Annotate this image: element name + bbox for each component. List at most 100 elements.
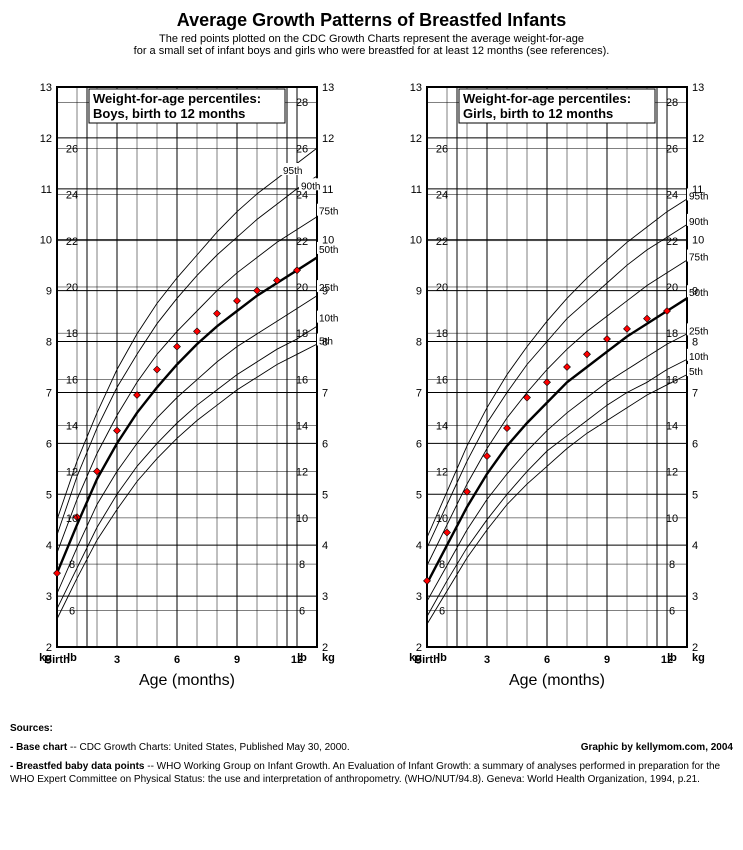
svg-text:95th: 95th [283, 166, 302, 177]
svg-text:4: 4 [45, 540, 51, 552]
svg-text:Age (months): Age (months) [138, 672, 234, 689]
svg-text:24: 24 [665, 190, 677, 202]
svg-text:6: 6 [438, 605, 444, 617]
svg-text:3: 3 [113, 654, 119, 666]
svg-text:3: 3 [483, 654, 489, 666]
svg-text:10: 10 [409, 235, 421, 247]
svg-text:5th: 5th [689, 367, 703, 378]
svg-text:13: 13 [39, 82, 51, 94]
svg-text:24: 24 [435, 190, 447, 202]
svg-text:16: 16 [665, 374, 677, 386]
svg-text:24: 24 [65, 190, 77, 202]
page-title: Average Growth Patterns of Breastfed Inf… [10, 10, 733, 31]
svg-text:10th: 10th [689, 352, 708, 363]
svg-text:8: 8 [415, 337, 421, 349]
base-chart-text: -- CDC Growth Charts: United States, Pub… [67, 742, 349, 753]
svg-text:kg: kg [692, 652, 705, 664]
svg-text:90th: 90th [689, 217, 708, 228]
svg-text:22: 22 [295, 236, 307, 248]
svg-text:13: 13 [409, 82, 421, 94]
svg-text:6: 6 [173, 654, 179, 666]
graphic-by: Graphic by kellymom.com, 2004 [581, 741, 733, 754]
svg-text:4: 4 [322, 540, 328, 552]
svg-text:5: 5 [692, 489, 698, 501]
svg-text:22: 22 [435, 236, 447, 248]
svg-text:18: 18 [65, 328, 77, 340]
svg-text:3: 3 [415, 591, 421, 603]
svg-text:16: 16 [435, 374, 447, 386]
page-subtitle: The red points plotted on the CDC Growth… [10, 33, 733, 57]
svg-text:12: 12 [660, 654, 672, 666]
svg-text:20: 20 [295, 282, 307, 294]
chart-girls: 5th10th25th50th75th90th95thWeight-for-ag… [382, 67, 732, 712]
svg-text:11: 11 [322, 184, 333, 196]
subtitle-line1: The red points plotted on the CDC Growth… [159, 33, 584, 45]
svg-text:6: 6 [668, 605, 674, 617]
svg-text:6: 6 [692, 438, 698, 450]
svg-text:28: 28 [665, 97, 677, 109]
svg-text:6: 6 [415, 438, 421, 450]
svg-text:6: 6 [68, 605, 74, 617]
sources-heading: Sources: [10, 722, 733, 735]
svg-text:8: 8 [45, 337, 51, 349]
svg-text:7: 7 [692, 387, 698, 399]
svg-text:7: 7 [45, 387, 51, 399]
svg-text:13: 13 [692, 82, 704, 94]
svg-text:9: 9 [45, 286, 51, 298]
svg-text:22: 22 [665, 236, 677, 248]
svg-text:8: 8 [692, 337, 698, 349]
svg-text:10: 10 [665, 513, 677, 525]
svg-text:10th: 10th [319, 314, 338, 325]
svg-text:26: 26 [665, 143, 677, 155]
svg-text:22: 22 [65, 236, 77, 248]
svg-text:Age (months): Age (months) [508, 672, 604, 689]
svg-text:9: 9 [415, 286, 421, 298]
svg-text:6: 6 [45, 438, 51, 450]
svg-text:6: 6 [298, 605, 304, 617]
svg-text:12: 12 [322, 133, 334, 145]
svg-text:10: 10 [435, 513, 447, 525]
svg-text:20: 20 [665, 282, 677, 294]
svg-text:Girls, birth to 12 months: Girls, birth to 12 months [463, 106, 613, 121]
svg-text:3: 3 [322, 591, 328, 603]
svg-text:10: 10 [65, 513, 77, 525]
svg-text:12: 12 [65, 467, 77, 479]
svg-text:18: 18 [665, 328, 677, 340]
svg-text:8: 8 [322, 337, 328, 349]
svg-text:7: 7 [415, 387, 421, 399]
svg-text:9: 9 [692, 286, 698, 298]
svg-text:5: 5 [322, 489, 328, 501]
svg-text:11: 11 [410, 184, 421, 196]
svg-text:12: 12 [409, 133, 421, 145]
svg-text:12: 12 [39, 133, 51, 145]
base-chart-label: - Base chart [10, 742, 67, 753]
svg-text:75th: 75th [689, 253, 708, 264]
svg-text:10: 10 [692, 235, 704, 247]
svg-text:12: 12 [290, 654, 302, 666]
svg-text:8: 8 [438, 559, 444, 571]
svg-text:Birth: Birth [44, 654, 70, 666]
svg-text:18: 18 [295, 328, 307, 340]
svg-text:5: 5 [45, 489, 51, 501]
svg-text:11: 11 [692, 184, 703, 196]
svg-text:16: 16 [295, 374, 307, 386]
chart-boys: 5th10th25th50th75th90th95thWeight-for-ag… [12, 67, 362, 712]
sources-block: Sources: Graphic by kellymom.com, 2004 -… [10, 722, 733, 786]
svg-text:3: 3 [45, 591, 51, 603]
svg-text:12: 12 [692, 133, 704, 145]
svg-text:20: 20 [65, 282, 77, 294]
svg-text:Boys, birth to 12 months: Boys, birth to 12 months [93, 106, 245, 121]
svg-text:4: 4 [692, 540, 698, 552]
svg-text:8: 8 [298, 559, 304, 571]
svg-text:75th: 75th [319, 207, 338, 218]
svg-text:kg: kg [322, 652, 335, 664]
svg-text:14: 14 [65, 421, 77, 433]
svg-text:12: 12 [435, 467, 447, 479]
subtitle-line2: for a small set of infant boys and girls… [134, 45, 610, 57]
svg-text:28: 28 [295, 97, 307, 109]
svg-text:8: 8 [68, 559, 74, 571]
svg-text:10: 10 [295, 513, 307, 525]
svg-text:6: 6 [543, 654, 549, 666]
bf-label: - Breastfed baby data points [10, 761, 144, 772]
svg-text:26: 26 [65, 143, 77, 155]
